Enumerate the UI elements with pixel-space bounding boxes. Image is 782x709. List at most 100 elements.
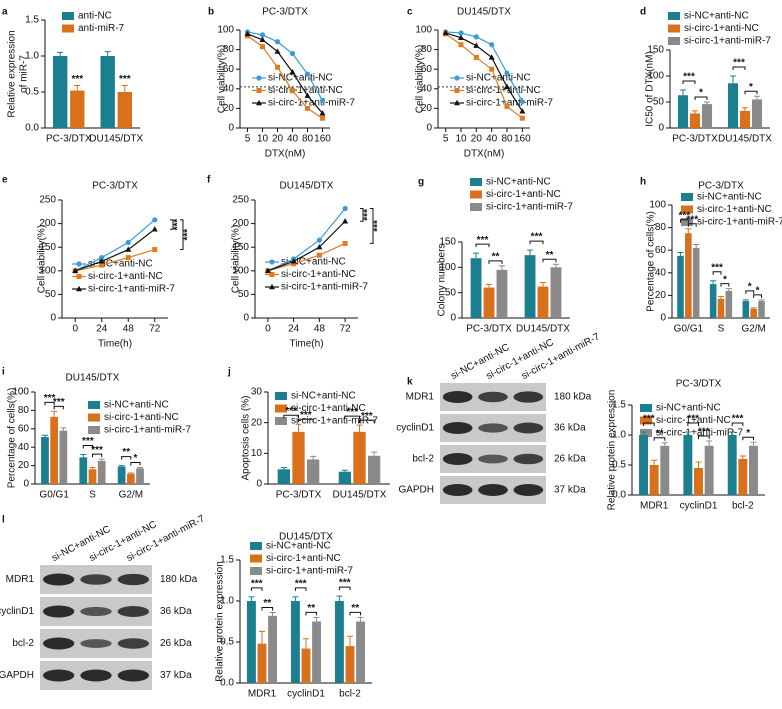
error-bar — [754, 95, 760, 100]
marker — [305, 105, 310, 111]
significance-bracket — [298, 418, 314, 423]
error-bar — [313, 616, 320, 622]
error-bar — [552, 263, 559, 268]
legend-label: si-circ-1+anti-NC — [684, 23, 759, 34]
significance-bracket — [744, 90, 758, 95]
significance-bracket — [359, 419, 375, 424]
line — [247, 33, 323, 114]
marker — [275, 64, 280, 70]
y-tick-label: 20 — [655, 290, 667, 301]
legend-label: si-NC+anti-NC — [466, 73, 531, 84]
bar — [717, 298, 725, 318]
legend-swatch — [470, 190, 482, 199]
significance: *** — [71, 74, 83, 85]
y-tick-label: 50 — [653, 97, 665, 108]
panel-label: e — [2, 175, 8, 186]
marker — [519, 108, 526, 114]
bar — [100, 56, 115, 128]
line — [267, 208, 346, 272]
x-tick-label: G2/M — [741, 324, 765, 335]
significance-bracket — [687, 422, 699, 426]
significance-bracket — [742, 436, 754, 441]
marker — [489, 66, 495, 72]
panel: e PC-3/DTX Cell viability(%) Time(h) 0 50 100 1… — [2, 175, 194, 350]
error-bar — [540, 282, 546, 287]
bar — [685, 233, 692, 318]
legend-label: si-circ-1+anti-miR-7 — [268, 98, 355, 109]
legend-label: anti-NC — [78, 11, 112, 22]
x-tick-label: DU145/DTX — [333, 490, 387, 501]
significance-bracket — [542, 258, 557, 263]
legend-marker — [269, 283, 275, 290]
marker — [125, 239, 131, 246]
bar — [727, 435, 737, 495]
y-tick-label: 200 — [39, 218, 56, 229]
y-tick-label: 0 — [256, 479, 262, 490]
error-bar — [280, 466, 287, 470]
y-tick-label: 50 — [238, 289, 250, 300]
legend-label: si-NC+anti-NC — [281, 257, 346, 268]
marker — [319, 110, 326, 116]
significance-bracket — [529, 240, 544, 245]
significance-bracket — [694, 96, 708, 100]
legend-label: si-circ-1+anti-NC — [656, 415, 731, 426]
legend-label: si-NC+anti-NC — [656, 403, 721, 414]
x-tick-label: G0/G1 — [39, 490, 69, 501]
legend-label: si-circ-1+anti-NC — [697, 204, 772, 215]
y-axis-label: Relative protein expression — [215, 561, 226, 682]
significance: *** — [285, 406, 297, 417]
y-tick-label: 1.0 — [612, 430, 626, 441]
legend-label: si-NC+anti-NC — [104, 400, 169, 411]
x-tick-label: PC-3/DTX — [672, 134, 718, 145]
legend-marker — [454, 88, 460, 93]
blot-band — [117, 669, 150, 682]
legend-swatch — [668, 37, 680, 45]
significance-bracket — [180, 219, 184, 251]
blot-band — [42, 669, 75, 682]
significance-bracket — [712, 271, 722, 275]
legend-swatch — [681, 218, 693, 226]
significance: *** — [295, 579, 307, 590]
bar — [117, 466, 126, 484]
error-bar — [41, 434, 48, 438]
error-bar — [750, 441, 757, 446]
error-bar — [739, 455, 746, 459]
line — [445, 33, 523, 119]
y-tick-label: 100 — [39, 265, 56, 276]
x-tick-label: 20 — [272, 134, 284, 145]
y-tick-label: 0 — [23, 479, 29, 490]
y-tick-label: 250 — [39, 195, 56, 206]
significance: ** — [492, 251, 500, 262]
legend-label: si-circ-1+anti-miR-7 — [656, 428, 743, 439]
legend-label: si-circ-1+anti-miR-7 — [281, 282, 368, 293]
error-bar — [758, 299, 765, 302]
significance: * — [749, 82, 753, 93]
bar — [345, 646, 355, 683]
panel: i DU145/DTX Percentage of cells(%) 0 20 40 60 8… — [2, 367, 191, 501]
y-tick-label: 10 — [251, 448, 263, 459]
y-tick-label: 0 — [426, 123, 432, 134]
protein-label: bcl-2 — [12, 638, 34, 649]
blot-band — [513, 484, 544, 496]
error-bar — [121, 85, 128, 92]
panel-label: l — [2, 515, 5, 526]
significance-bracket — [475, 243, 490, 248]
panel-label: j — [227, 367, 231, 378]
significance: ** — [351, 603, 359, 614]
y-tick-label: 1.5 — [220, 555, 234, 566]
chart-title: DU145/DTX — [280, 181, 334, 192]
protein-label: MDR1 — [6, 574, 35, 585]
blot-band — [80, 606, 112, 617]
marker — [264, 267, 271, 273]
error-bar — [295, 423, 302, 432]
significance: ** — [122, 447, 130, 458]
legend-swatch — [250, 542, 262, 550]
error-bar — [57, 51, 64, 56]
y-tick-label: 200 — [232, 218, 249, 229]
error-bar — [730, 75, 736, 84]
x-tick-label: bcl-2 — [732, 501, 754, 512]
